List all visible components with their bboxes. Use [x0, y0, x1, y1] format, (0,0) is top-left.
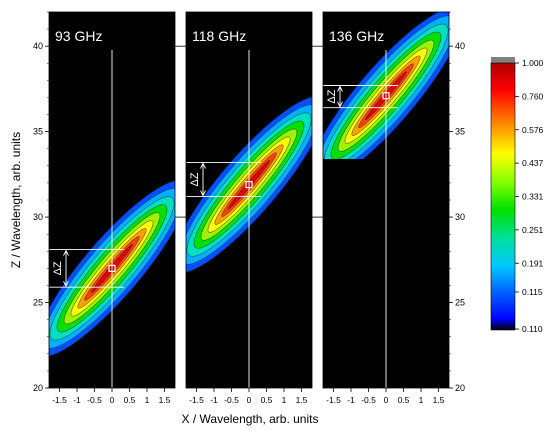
- colorbar: 1.000 0.760 0.576 0.437 0.331 0.251 0.191 0.115…: [490, 57, 544, 334]
- delta-z-arrowhead-bottom: [337, 101, 343, 108]
- delta-z-arrowhead-top: [337, 85, 343, 92]
- y-tick-label-left: 35: [33, 127, 43, 137]
- colorbar-top-cap: [491, 57, 515, 63]
- y-tick-label-left: 40: [33, 41, 43, 51]
- y-tick-label-right: 35: [455, 127, 465, 137]
- delta-z-arrowhead-top: [63, 249, 69, 256]
- colorbar-gradient: [490, 62, 516, 331]
- delta-z-arrowhead-bottom: [200, 190, 206, 197]
- y-tick-label-right: 20: [455, 383, 465, 393]
- panel-3: ΔZ 136 GHz: [322, 11, 450, 389]
- delta-z-arrowhead-bottom: [63, 280, 69, 288]
- peak-marker: [108, 264, 116, 272]
- x-tick-label: -1: [73, 395, 81, 405]
- x-tick-label: 1: [282, 395, 287, 405]
- x-tick-label: -0.5: [87, 395, 102, 405]
- x-tick-label: -0.5: [224, 395, 239, 405]
- x-tick-label: -1.5: [326, 395, 341, 405]
- delta-z-arrowhead-top: [200, 162, 206, 169]
- colorbar-tick-label: 0.331: [522, 192, 544, 202]
- y-tick-label-right: 25: [455, 298, 465, 308]
- delta-z-label: ΔZ: [189, 172, 201, 186]
- y-tick-label-left: 30: [33, 212, 43, 222]
- x-tick-label: 0: [247, 395, 252, 405]
- x-tick-label: -1.5: [52, 395, 67, 405]
- panel-label: 136 GHz: [329, 28, 384, 44]
- y-tick-label-right: 30: [455, 212, 465, 222]
- x-axis-label: X / Wavelength, arb. units: [182, 412, 319, 426]
- colorbar-tick-label: 0.191: [522, 258, 544, 268]
- peak-marker: [382, 92, 390, 100]
- panel-label: 118 GHz: [192, 28, 246, 44]
- x-tick-label: 1.5: [296, 395, 308, 405]
- x-tick-label: 0.5: [261, 395, 273, 405]
- x-tick-label: 1.5: [433, 395, 445, 405]
- colorbar-tick-label: 0.110: [522, 324, 543, 334]
- x-tick-label: 0.5: [398, 395, 410, 405]
- y-tick-label-left: 25: [33, 298, 43, 308]
- panel-2: ΔZ 118 GHz: [185, 11, 313, 389]
- colorbar-tick-label: 0.115: [522, 287, 543, 297]
- peak-marker: [245, 181, 253, 189]
- x-tick-label: 0.5: [124, 395, 136, 405]
- x-tick-label: -0.5: [361, 395, 376, 405]
- delta-z-label: ΔZ: [52, 261, 64, 275]
- colorbar-tick-label: 1.000: [522, 58, 544, 68]
- delta-z-label: ΔZ: [326, 89, 338, 103]
- panel-label: 93 GHz: [55, 28, 102, 44]
- x-tick-label: 0: [110, 395, 115, 405]
- colorbar-tick-label: 0.437: [522, 158, 544, 168]
- x-tick-label: 0: [384, 395, 389, 405]
- y-tick-label-right: 40: [455, 41, 465, 51]
- x-tick-label: -1: [347, 395, 355, 405]
- x-tick-label: -1.5: [189, 395, 204, 405]
- x-tick-label: -1: [210, 395, 218, 405]
- colorbar-tick-label: 0.760: [522, 91, 544, 101]
- colorbar-tick-label: 0.576: [522, 125, 544, 135]
- x-tick-label: 1: [145, 395, 150, 405]
- y-axis-label: Z / Wavelength, arb. units: [9, 132, 23, 268]
- x-tick-label: 1: [419, 395, 424, 405]
- panel-1: ΔZ 93 GHz: [48, 11, 176, 389]
- y-tick-label-left: 20: [33, 383, 43, 393]
- colorbar-tick-label: 0.251: [522, 225, 544, 235]
- x-tick-label: 1.5: [159, 395, 171, 405]
